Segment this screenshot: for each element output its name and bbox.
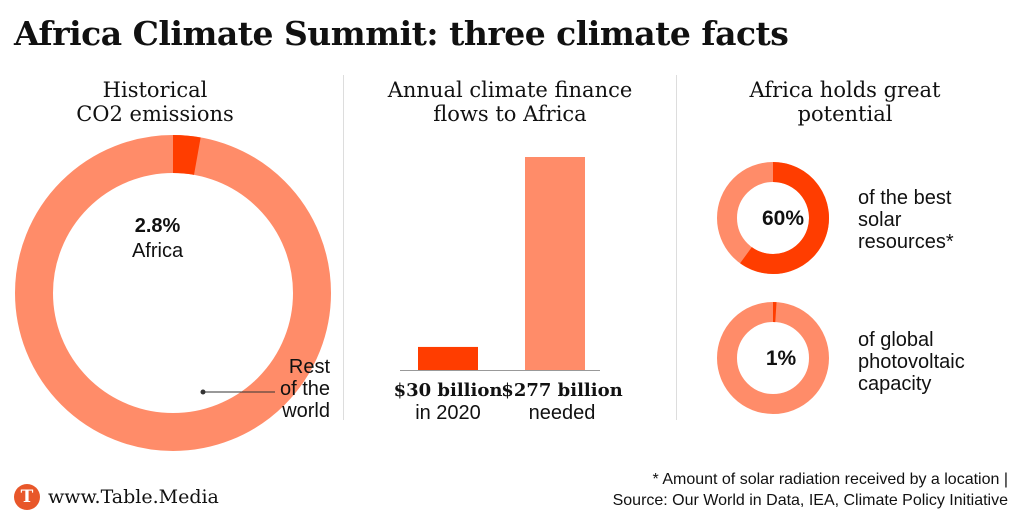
solar-resources-donut-share-slice [740,162,829,274]
finance-bar-2020 [418,346,478,370]
rest-of-world-label: Rest of the world [279,356,330,422]
brand[interactable]: T www.Table.Media [14,484,219,510]
solar-resources-value: 60% [761,207,805,230]
page-title: Africa Climate Summit: three climate fac… [14,14,789,53]
bar-label-needed: $277 billion needed [492,380,632,424]
africa-share-value: 2.8% [134,215,181,237]
rest-of-world-leader-dot [200,389,206,395]
co2-donut-share-slice [172,135,201,175]
table-media-logo-icon: T [14,484,40,510]
brand-link[interactable]: www.Table.Media [48,486,219,508]
bar-label-2020: $30 billion in 2020 [378,380,518,424]
bar-sublabel-needed: needed [528,402,596,424]
pv-capacity-value: 1% [765,347,797,370]
bar-sublabel-2020: in 2020 [415,402,481,424]
pv-capacity-label: of global photovoltaic capacity [858,329,965,395]
finance-bar-needed [525,157,585,370]
bar-value-needed: $277 billion [501,380,623,401]
africa-share-label: 2.8% Africa [100,215,215,262]
finance-chart-title: Annual climate finance flows to Africa [387,78,633,126]
source: Source: Our World in Data, IEA, Climate … [612,492,1008,509]
solar-resources-label: of the best solar resources* [858,187,954,253]
column-divider-right [676,75,677,420]
bar-value-2020: $30 billion [393,380,503,401]
column-divider-left [343,75,344,420]
footnote: * Amount of solar radiation received by … [652,471,1008,488]
potential-chart-title: Africa holds great potential [749,78,941,126]
co2-chart-title: Historical CO2 emissions [76,78,234,126]
africa-share-name: Africa [131,240,184,262]
source-note: * Amount of solar radiation received by … [613,469,1008,511]
